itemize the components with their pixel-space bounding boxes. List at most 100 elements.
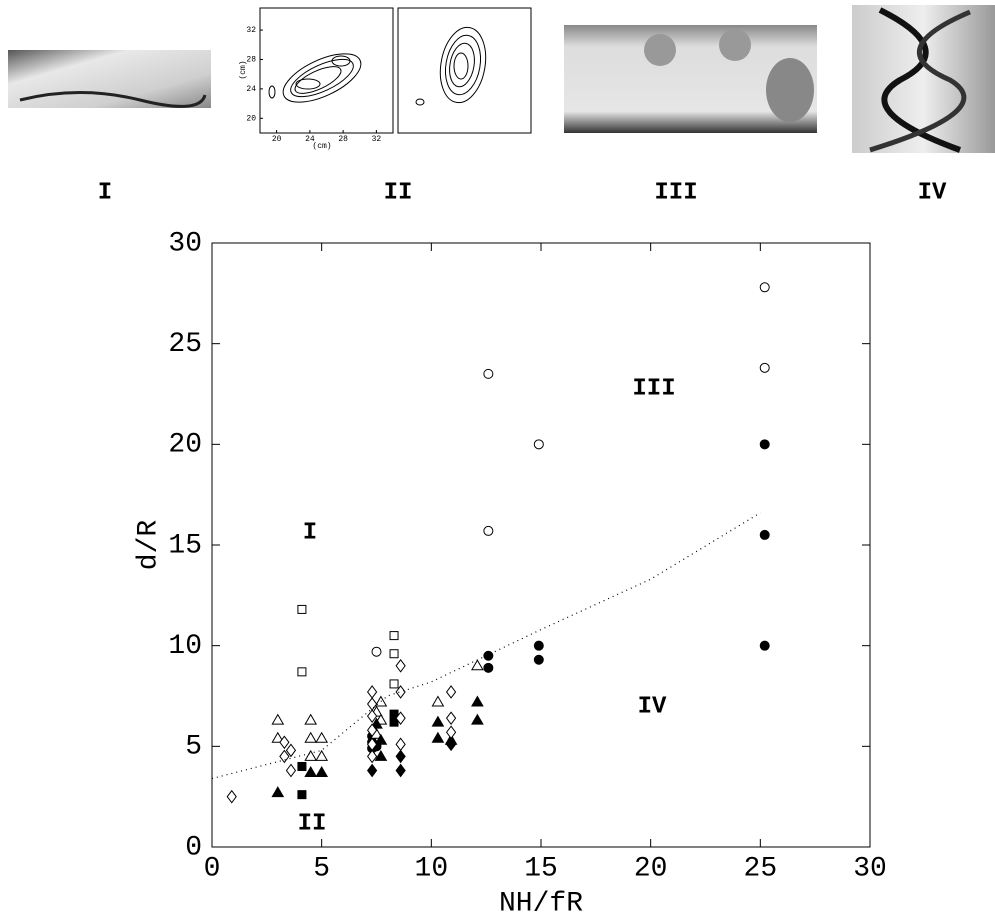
- x-tick-label: 25: [744, 853, 778, 884]
- x-tick-label: 20: [634, 853, 668, 884]
- marker-diamond: [445, 725, 457, 740]
- marker-triangle: [304, 749, 318, 761]
- marker-diamond: [285, 743, 297, 758]
- x-tick-label: 30: [853, 853, 887, 884]
- marker-diamond: [366, 723, 378, 738]
- panel-label: III: [654, 179, 697, 206]
- marker-square: [297, 790, 307, 800]
- marker-diamond: [445, 711, 457, 725]
- marker-diamond: [285, 763, 297, 778]
- marker-circle: [533, 654, 544, 665]
- marker-circle: [759, 640, 770, 651]
- inset-y-label: (cm): [239, 60, 248, 79]
- marker-circle: [483, 525, 494, 536]
- photo-i: [8, 50, 211, 108]
- contour-a: [259, 7, 394, 134]
- photo-iv-helix: [878, 7, 962, 153]
- panel-labels: I II III IV: [98, 179, 947, 206]
- trend-line: [211, 512, 761, 780]
- photo-iii-blob: [644, 34, 676, 66]
- y-axis-label: d/R: [133, 520, 164, 571]
- marker-diamond: [366, 749, 378, 764]
- marker-circle: [483, 650, 494, 661]
- marker-circle: [533, 640, 544, 651]
- image-panels: [8, 5, 995, 153]
- marker-circle: [483, 662, 494, 673]
- marker-triangle: [374, 749, 388, 761]
- marker-triangle: [304, 713, 318, 725]
- marker-circle: [759, 529, 770, 540]
- photo-iii-blob: [719, 29, 751, 61]
- y-tick-label: 5: [185, 732, 202, 763]
- marker-triangle: [374, 733, 388, 745]
- marker-square: [389, 717, 399, 727]
- contour-b: [397, 7, 532, 134]
- panel-label: IV: [918, 179, 947, 206]
- x-tick-label: 15: [524, 853, 558, 884]
- marker-diamond: [279, 749, 290, 764]
- marker-square: [389, 631, 399, 641]
- inset-x-tick-label: 28: [338, 135, 348, 144]
- marker-triangle: [271, 713, 285, 725]
- inset-x-tick-label: 24: [305, 135, 315, 144]
- region-label: II: [298, 810, 327, 837]
- inset-x-tick-label: 20: [272, 135, 282, 144]
- region-label: I: [303, 519, 317, 546]
- inset-y-tick-label: 20: [246, 114, 256, 123]
- marker-triangle: [315, 766, 329, 778]
- photo-i-streak: [19, 91, 207, 108]
- inset-x-label: (cm): [312, 142, 331, 151]
- inset-y-tick-label: 32: [246, 26, 256, 35]
- x-tick-label: 10: [415, 853, 449, 884]
- y-tick-label: 30: [168, 228, 202, 259]
- x-tick-label: 5: [313, 853, 330, 884]
- marker-diamond: [366, 685, 378, 699]
- marker-diamond: [395, 737, 406, 752]
- marker-diamond: [366, 709, 378, 723]
- region-label: IV: [638, 693, 667, 720]
- inset-y-tick-label: 24: [246, 85, 256, 94]
- marker-diamond: [445, 737, 457, 752]
- marker-triangle: [315, 749, 329, 761]
- marker-diamond: [395, 685, 406, 699]
- marker-diamond: [226, 789, 237, 804]
- marker-triangle: [271, 731, 285, 743]
- y-tick-label: 0: [185, 832, 202, 863]
- panel-label: II: [384, 179, 413, 206]
- marker-triangle: [304, 766, 318, 778]
- inset-y-tick-label: 28: [246, 56, 256, 65]
- region-label: III: [632, 375, 675, 402]
- inset-x-tick-label: 32: [372, 135, 382, 144]
- marker-circle: [533, 439, 544, 450]
- marker-square: [297, 761, 307, 771]
- marker-square: [389, 679, 399, 689]
- marker-triangle: [315, 731, 329, 743]
- x-axis-label: NH/fR: [499, 888, 583, 919]
- marker-triangle: [471, 659, 484, 671]
- marker-square: [297, 604, 307, 614]
- marker-diamond: [395, 763, 406, 778]
- marker-triangle: [471, 695, 484, 707]
- marker-diamond: [395, 658, 406, 673]
- marker-circle: [759, 282, 770, 293]
- inset-axes: 20 24 28 32 20 24 28 32 (cm) (cm): [239, 26, 381, 151]
- y-tick-label: 20: [168, 430, 202, 461]
- marker-square: [389, 649, 399, 659]
- x-tick-label: 0: [204, 853, 221, 884]
- y-tick-label: 10: [168, 631, 202, 662]
- marker-triangle: [431, 695, 445, 707]
- marker-diamond: [279, 735, 290, 750]
- y-tick-label: 15: [168, 530, 202, 561]
- marker-diamond: [395, 749, 406, 764]
- marker-circle: [483, 368, 494, 379]
- marker-diamond: [445, 685, 457, 699]
- marker-circle: [371, 646, 382, 657]
- y-tick-label: 25: [168, 329, 202, 360]
- marker-circle: [759, 362, 770, 373]
- marker-triangle: [271, 786, 285, 798]
- panel-label: I: [98, 179, 112, 206]
- photo-iv-helix: [869, 9, 971, 153]
- marker-triangle: [431, 715, 445, 727]
